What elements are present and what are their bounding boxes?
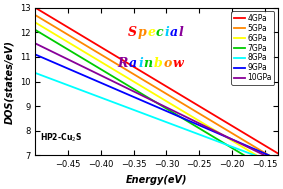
9GPa	[178, 116, 181, 118]
7GPa	[178, 115, 181, 118]
Line: 5GPa: 5GPa	[35, 15, 278, 161]
5GPa	[34, 14, 38, 17]
Text: e: e	[147, 26, 155, 39]
4GPa	[177, 93, 181, 95]
7GPa	[33, 29, 37, 31]
4GPa	[254, 139, 257, 141]
9GPa	[276, 158, 280, 160]
4GPa	[276, 152, 280, 155]
X-axis label: Energy(eV): Energy(eV)	[126, 175, 187, 185]
5GPa	[238, 137, 241, 139]
6GPa	[238, 144, 241, 146]
6GPa	[34, 22, 38, 24]
6GPa	[276, 167, 280, 169]
7GPa	[276, 174, 280, 177]
5GPa	[177, 100, 181, 102]
7GPa	[238, 152, 241, 154]
5GPa	[276, 160, 280, 162]
Legend: 4GPa, 5GPa, 6GPa, 7GPa, 8GPa, 9GPa, 10GPa: 4GPa, 5GPa, 6GPa, 7GPa, 8GPa, 9GPa, 10GP…	[231, 12, 274, 84]
Text: i: i	[164, 26, 169, 39]
Text: HP2-Cu$_2$S: HP2-Cu$_2$S	[40, 132, 82, 144]
4GPa	[182, 96, 185, 98]
8GPa	[276, 163, 280, 165]
7GPa	[254, 161, 257, 163]
Text: i: i	[138, 57, 143, 70]
Text: b: b	[154, 57, 162, 70]
Line: 6GPa: 6GPa	[35, 22, 278, 168]
9GPa	[238, 142, 241, 144]
10GPa	[276, 161, 280, 163]
10GPa	[254, 149, 257, 152]
8GPa	[182, 128, 185, 130]
9GPa	[34, 54, 38, 56]
Text: a: a	[129, 57, 137, 70]
Text: R: R	[118, 57, 128, 70]
10GPa	[177, 112, 181, 115]
10GPa	[34, 43, 38, 45]
4GPa	[33, 7, 37, 9]
8GPa	[177, 126, 181, 128]
Text: a: a	[170, 26, 178, 39]
10GPa	[238, 142, 241, 144]
6GPa	[177, 108, 181, 110]
6GPa	[254, 153, 257, 156]
Text: n: n	[143, 57, 153, 70]
Line: 9GPa: 9GPa	[35, 54, 278, 159]
Line: 10GPa: 10GPa	[35, 43, 278, 162]
Line: 4GPa: 4GPa	[35, 8, 278, 153]
5GPa	[178, 101, 181, 103]
7GPa	[34, 29, 38, 31]
8GPa	[254, 154, 257, 157]
10GPa	[178, 113, 181, 115]
6GPa	[33, 21, 37, 24]
5GPa	[182, 103, 185, 105]
Line: 7GPa: 7GPa	[35, 30, 278, 176]
10GPa	[33, 42, 37, 44]
9GPa	[254, 148, 257, 151]
10GPa	[182, 115, 185, 117]
4GPa	[178, 93, 181, 96]
5GPa	[33, 14, 37, 16]
Line: 8GPa: 8GPa	[35, 73, 278, 164]
9GPa	[182, 117, 185, 120]
8GPa	[34, 72, 38, 74]
5GPa	[254, 146, 257, 148]
Text: o: o	[163, 57, 172, 70]
Text: l: l	[179, 26, 183, 39]
8GPa	[33, 72, 37, 74]
8GPa	[178, 126, 181, 128]
7GPa	[182, 118, 185, 120]
8GPa	[238, 149, 241, 151]
Text: c: c	[156, 26, 164, 39]
Text: S: S	[127, 26, 136, 39]
Y-axis label: DOS(states/eV): DOS(states/eV)	[4, 40, 14, 124]
Text: w: w	[173, 57, 183, 70]
4GPa	[34, 7, 38, 9]
7GPa	[177, 115, 181, 117]
9GPa	[33, 53, 37, 56]
4GPa	[238, 129, 241, 132]
6GPa	[178, 108, 181, 110]
6GPa	[182, 111, 185, 113]
Text: p: p	[138, 26, 146, 39]
9GPa	[177, 115, 181, 118]
